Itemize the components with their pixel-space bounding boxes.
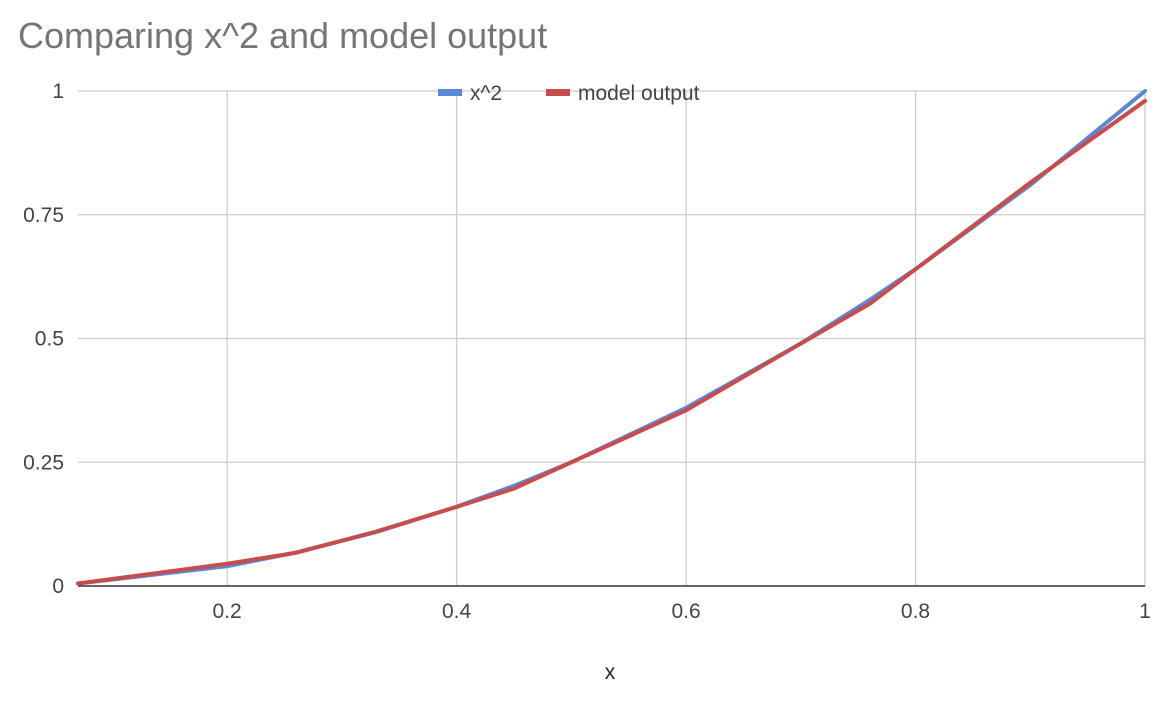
x-tick-label: 1 <box>1139 600 1151 623</box>
series-line-model-output <box>76 98 1147 586</box>
x-tick-label: 0.4 <box>442 600 472 623</box>
legend-label: model output <box>578 82 700 105</box>
x-tick-label: 0.6 <box>671 600 700 623</box>
legend-label: x^2 <box>470 82 502 105</box>
x-axis-ticks: 0.2 0.4 0.6 0.8 1 <box>213 600 1151 623</box>
y-axis-ticks: 0 0.25 0.5 0.75 1 <box>23 80 64 598</box>
chart-grid <box>78 90 1146 586</box>
y-tick-label: 1 <box>52 80 64 103</box>
legend: x^2 model output <box>438 82 700 105</box>
series-line-x-squared <box>76 89 1147 586</box>
legend-swatch <box>546 89 570 96</box>
series-lines <box>76 89 1147 586</box>
x-tick-label: 0.8 <box>901 600 930 623</box>
y-tick-label: 0.75 <box>23 204 64 227</box>
legend-swatch <box>438 89 462 96</box>
x-tick-label: 0.2 <box>213 600 242 623</box>
y-tick-label: 0.5 <box>35 328 64 351</box>
y-tick-label: 0.25 <box>23 451 64 474</box>
chart-title: Comparing x^2 and model output <box>18 15 547 56</box>
x-axis-label: x <box>605 661 616 684</box>
y-tick-label: 0 <box>52 575 64 598</box>
